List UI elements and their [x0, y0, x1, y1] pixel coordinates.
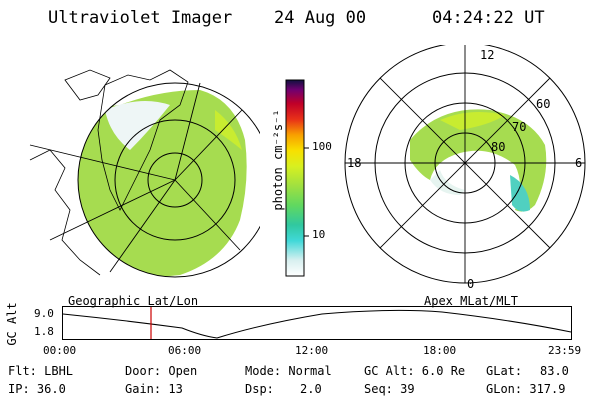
- colorbar-label-10: 10: [312, 228, 326, 241]
- left-panel-caption: Geographic Lat/Lon: [68, 294, 199, 308]
- oval-bright: [440, 111, 505, 130]
- timeline-xtick-06: 06:00: [168, 344, 202, 357]
- header-date: 24 Aug 00: [274, 8, 367, 28]
- mlat-label-80: 80: [491, 140, 506, 154]
- glon-info: GLon: 317.9: [486, 382, 566, 396]
- gc-altitude-plot: [62, 306, 572, 340]
- gc-alt-info: GC Alt: 6.0 Re: [364, 364, 466, 378]
- timeline-xtick-2359: 23:59: [548, 344, 582, 357]
- meridian: [29, 144, 176, 181]
- lat-circle: [114, 119, 236, 241]
- plot-frame: [62, 306, 572, 340]
- dark-region: [105, 101, 170, 150]
- right-panel-caption: Apex MLat/MLT: [424, 294, 518, 308]
- altitude-curve: [62, 309, 572, 339]
- mlt-label-18: 18: [347, 156, 362, 170]
- oval-fade: [430, 170, 465, 195]
- mlt-label-6: 6: [575, 156, 583, 170]
- gain-info: Gain: 13: [125, 382, 183, 396]
- glat-label: GLat:: [486, 364, 523, 378]
- seq-info: Seq: 39: [364, 382, 415, 396]
- apex-polar-dial: [344, 45, 586, 284]
- auroral-oval: [410, 109, 547, 212]
- mlt-line: [379, 77, 551, 249]
- app-title: Ultraviolet Imager: [48, 8, 233, 28]
- mlat-label-60: 60: [536, 97, 551, 111]
- meridian: [174, 82, 201, 181]
- meridian: [49, 179, 176, 241]
- lat-circle: [147, 152, 203, 208]
- dsp-value: 2.0: [300, 382, 322, 396]
- coastline: [97, 69, 189, 211]
- coastline: [29, 149, 101, 276]
- timeline-xtick-00: 00:00: [43, 344, 77, 357]
- coastline: [64, 69, 111, 101]
- oval-edge: [510, 175, 530, 212]
- mlt-label-12: 12: [480, 48, 495, 62]
- geographic-image: [29, 69, 260, 278]
- timeline-xtick-12: 12:00: [295, 344, 329, 357]
- colorbar: [285, 79, 309, 277]
- filter-info: Flt: LBHL: [8, 364, 74, 378]
- lat-circle: [77, 82, 260, 278]
- dsp-label: Dsp:: [245, 382, 274, 396]
- timeline-xtick-18: 18:00: [423, 344, 457, 357]
- meridian: [109, 179, 176, 273]
- colorbar-label-100: 100: [312, 140, 332, 153]
- mode-info: Mode: Normal: [245, 364, 332, 378]
- header-time: 04:24:22 UT: [432, 8, 545, 28]
- colorbar-scale: [285, 79, 305, 277]
- timeline-ytick-9: 9.0: [34, 307, 54, 320]
- aurora-bright: [215, 110, 242, 150]
- meridian: [174, 179, 241, 251]
- timeline-axis-label: GC Alt: [5, 302, 19, 346]
- mlat-label-70: 70: [512, 120, 527, 134]
- colorbar-unit-label: photon cm⁻²s⁻¹: [271, 109, 285, 211]
- glat-value: 83.0: [540, 364, 569, 378]
- timeline-ytick-1.8: 1.8: [34, 325, 54, 338]
- ip-info: IP: 36.0: [8, 382, 66, 396]
- mlt-label-0: 0: [467, 277, 475, 291]
- door-info: Door: Open: [125, 364, 198, 378]
- meridian: [174, 109, 243, 181]
